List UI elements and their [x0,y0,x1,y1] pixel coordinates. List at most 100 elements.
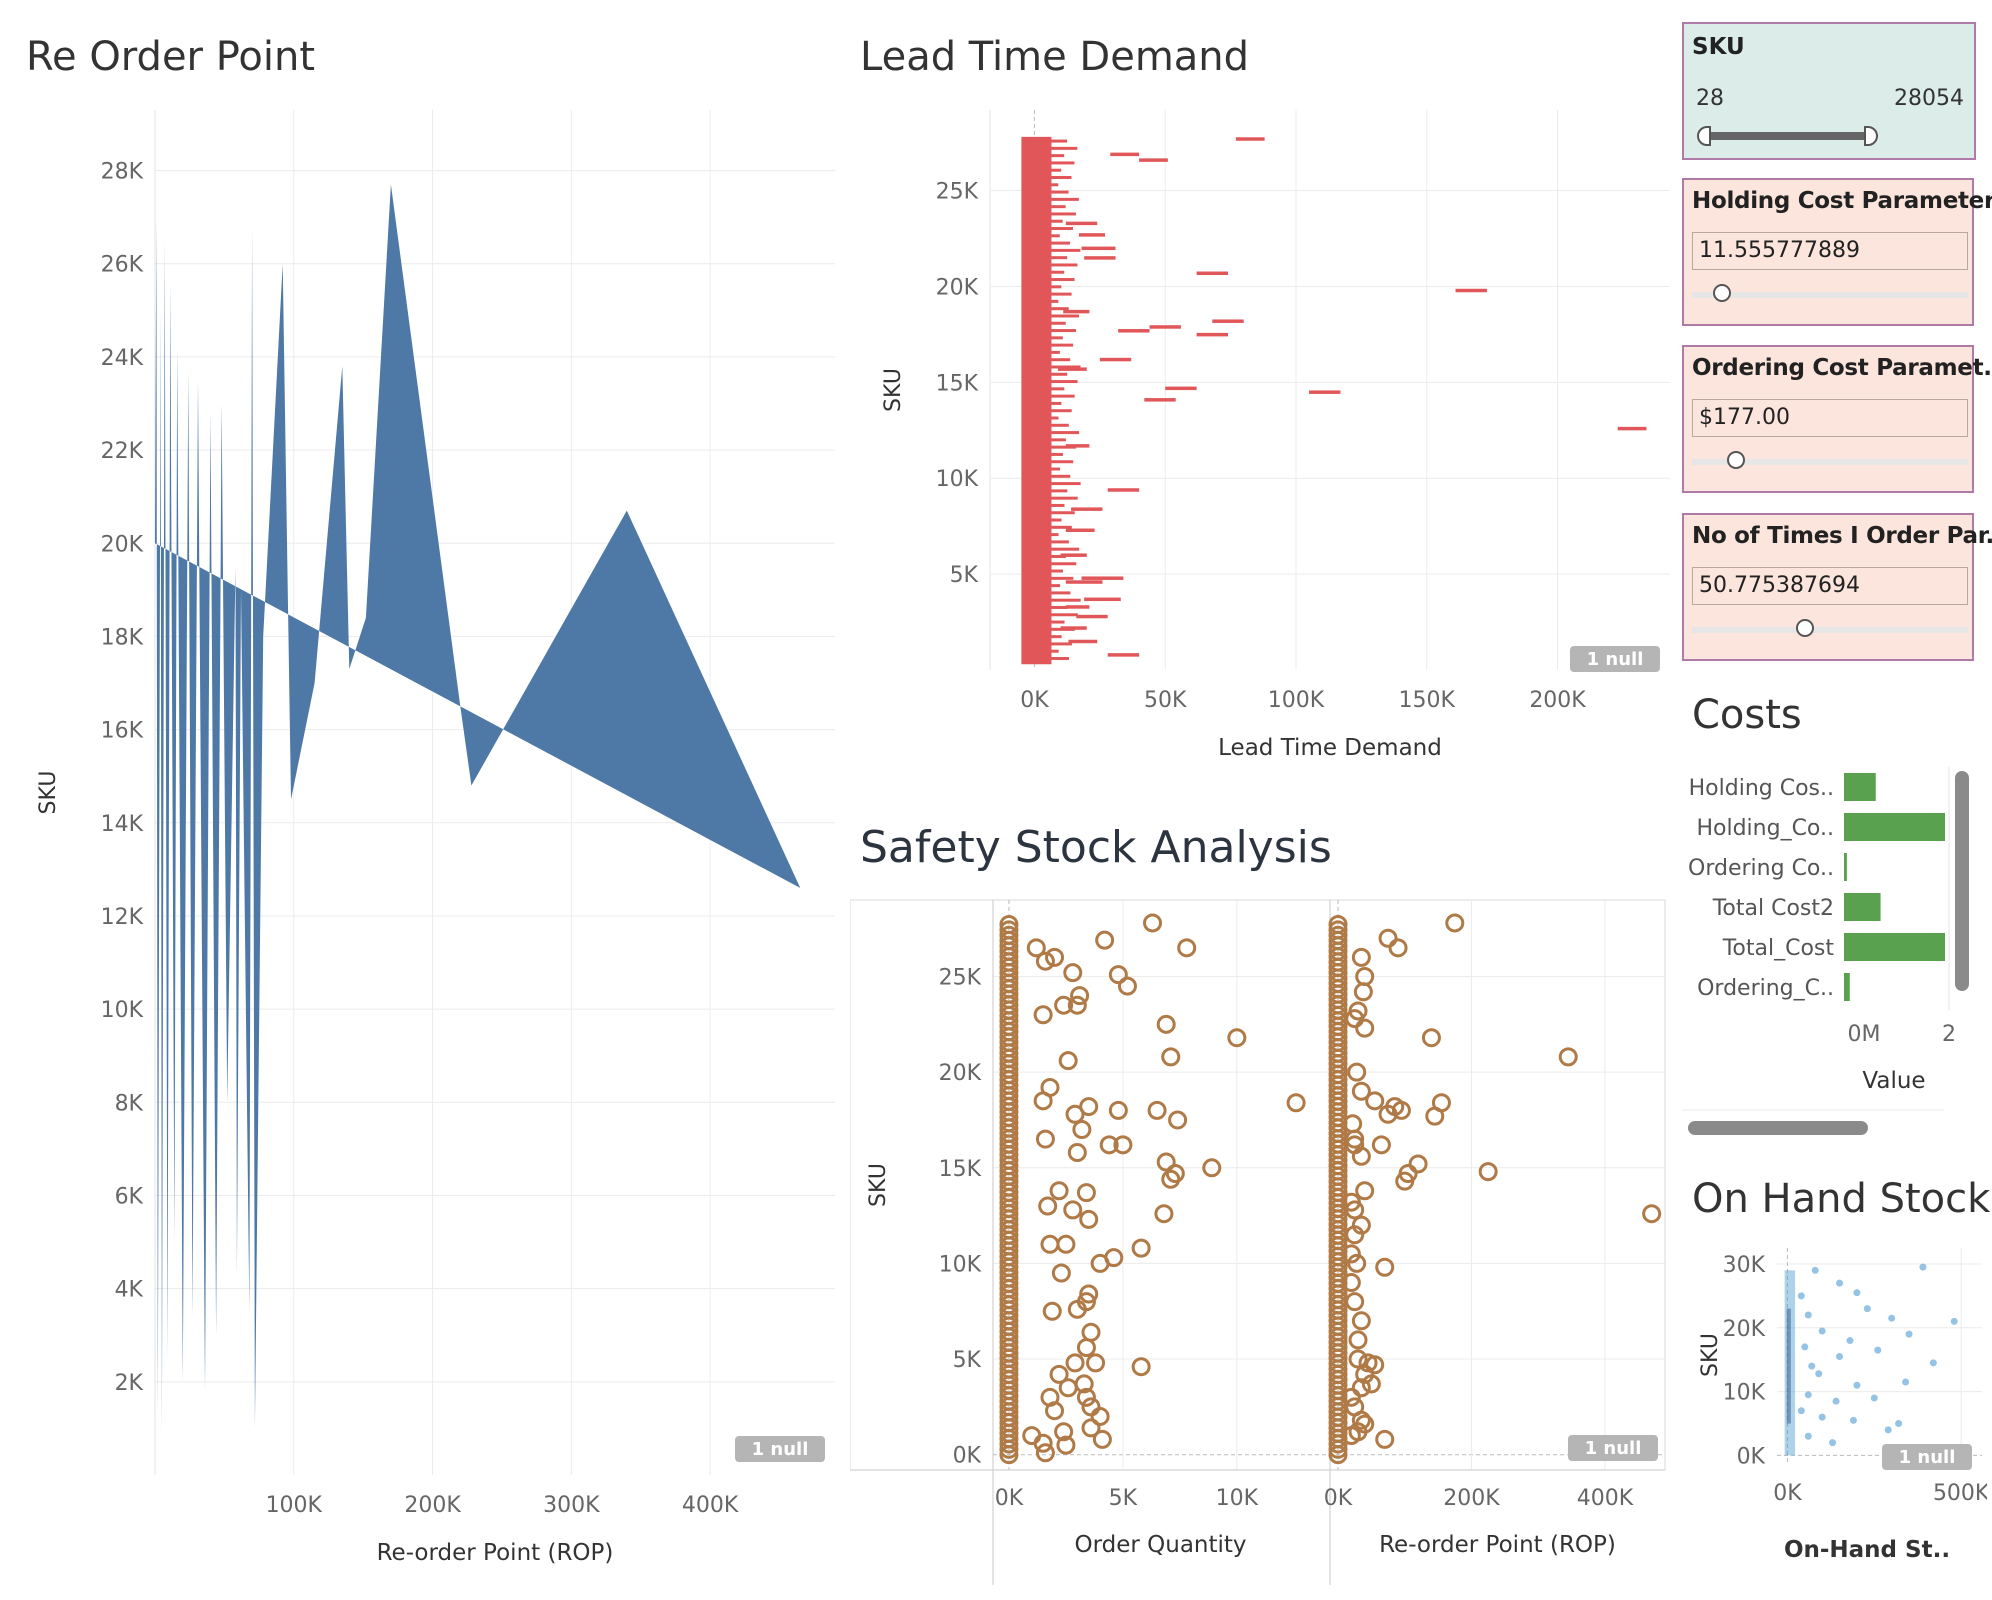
scatter-point [1095,930,1115,950]
bar-segment [1071,507,1103,511]
scatter-point [1351,1410,1371,1430]
y-axis-title: SKU [1698,1333,1723,1377]
bar-segment [1051,365,1081,369]
holding-cost-parameter-slider-track[interactable] [1692,292,1968,298]
costs-chart[interactable]: Holding Cos.. Holding_Co.. Ordering Co.. To… [1682,755,1982,1145]
scatter-point [1076,1387,1096,1407]
scatter-point [1804,1311,1812,1319]
x-axis-title: Value [1862,1068,1925,1094]
bar-segment [1078,233,1106,237]
scatter-point [1081,1322,1101,1342]
sku-range-filter[interactable]: SKU 28 28054 [1682,22,1976,160]
safety-stock-chart[interactable]: 0K 5K 10K 15K 20K 25K SKU 0K 5K 10K Order Quantity… [850,895,1680,1595]
y-tick-label: 14K [101,812,144,837]
bar-segment [1051,350,1060,354]
order-times-parameter-slider-handle[interactable] [1796,619,1815,637]
bar-segment [1051,241,1071,245]
scatter-point [1884,1426,1892,1434]
lead-time-demand-chart[interactable]: 5K 10K 15K 20K 25K 0K 50K 100K 150K 200K Lead Time… [850,100,1680,800]
bar-segment [1051,139,1068,143]
scatter-point [1328,914,1348,934]
scatter-point [1177,938,1197,958]
sku-filter-min-handle[interactable] [1697,126,1711,146]
holding-cost-parameter[interactable]: Holding Cost Parameter 11.555777889 [1682,178,1992,326]
bar-segment [1051,533,1059,537]
bar-segment [1196,332,1228,337]
cost-category-label: Ordering_C.. [1697,976,1834,1001]
y-tick-label: 26K [101,253,144,278]
cost-bar [1844,853,1847,881]
bar-segment [1051,518,1062,522]
bar-segment [1051,496,1078,500]
scatter-point [999,914,1019,934]
bar-segment [1065,528,1095,532]
scatter-point [1874,1346,1882,1354]
ordering-cost-parameter-slider-track[interactable] [1692,459,1968,465]
scatter-point [1341,1273,1361,1293]
scatter-point [1049,1364,1069,1384]
scatter-point [1808,1362,1816,1370]
y-tick-label: 12K [101,905,144,930]
bar-segment [1051,642,1072,646]
scatter-point [1818,1327,1826,1335]
ordering-cost-parameter-slider-handle[interactable] [1727,451,1746,469]
cost-category-label: Holding_Co.. [1696,816,1834,841]
scatter-point [1108,965,1128,985]
x-tick-label: 0K [1020,688,1049,713]
sku-filter-max-handle[interactable] [1864,126,1878,146]
x-tick-label: 100K [1268,688,1325,713]
scatter-point [1919,1263,1927,1271]
order-times-parameter-slider-track[interactable] [1692,627,1968,633]
y-tick-label: 20K [101,532,144,557]
dense-point-band [1784,1270,1796,1456]
ordering-cost-parameter-label: Ordering Cost Paramet.. [1692,355,1992,381]
bar-segment [1099,357,1132,362]
scatter-point [1351,1081,1371,1101]
scatter-point [1081,1397,1101,1417]
costs-title: Costs [1692,692,1802,738]
x-tick-label: 10K [1216,1486,1259,1511]
scatter-point [1348,1349,1368,1369]
cost-category-label: Total_Cost [1722,936,1835,961]
scatter-point [1328,920,1348,940]
holding-cost-parameter-slider-handle[interactable] [1713,284,1732,302]
scatter-point [1353,982,1373,1002]
scatter-point [1836,1279,1844,1287]
bar-segment [1051,329,1077,333]
dense-point-core [1786,1308,1791,1424]
scatter-point [1067,1142,1087,1162]
scatter-point [1804,1432,1812,1440]
bar-segment [1196,271,1228,276]
bar-segment [1051,343,1074,347]
scatter-point [1895,1420,1903,1428]
order-times-parameter-input[interactable]: 50.775387694 [1692,567,1968,605]
costs-vertical-scrollbar [1955,771,1969,991]
cost-bar [1844,933,1945,961]
bar-segment [1051,503,1065,507]
x-axis-title: Lead Time Demand [1218,735,1442,761]
scatter-point [1478,1162,1498,1182]
scatter-point [1421,1028,1441,1048]
order-times-parameter[interactable]: No of Times I Order Par.. 50.775387694 [1682,513,1992,661]
ordering-cost-parameter-input[interactable]: $177.00 [1692,399,1968,437]
bar-segment [1065,580,1103,584]
bar-segment [1118,329,1150,333]
scatter-point [1074,1374,1094,1394]
bar-segment [1051,409,1072,413]
y-tick-label: 30K [1723,1253,1766,1278]
holding-cost-parameter-input[interactable]: 11.555777889 [1692,232,1968,270]
bar-segment [1081,576,1124,580]
bar-segment [1051,635,1062,639]
scatter-point [1154,1204,1174,1224]
bar-segment [1051,358,1071,362]
reorder-point-chart[interactable]: 2K 4K 6K 8K 10K 12K 14K 16K 18K 20K 22K 24K 26K 28K 10… [0,100,850,1600]
sku-filter-track[interactable] [1704,132,1872,140]
bar-segment [1051,401,1062,405]
on-hand-stock-chart[interactable]: 0K 10K 20K 30K 0K 500K On-Hand St.. SKU 1 null [1682,1240,1987,1595]
bar-segment [1051,525,1072,529]
ordering-cost-parameter[interactable]: Ordering Cost Paramet.. $177.00 [1682,345,1992,493]
scatter-point [1147,1100,1167,1120]
null-indicator-label: 1 null [1587,649,1644,670]
scatter-point [1361,1374,1381,1394]
bar-segment [1139,158,1168,162]
